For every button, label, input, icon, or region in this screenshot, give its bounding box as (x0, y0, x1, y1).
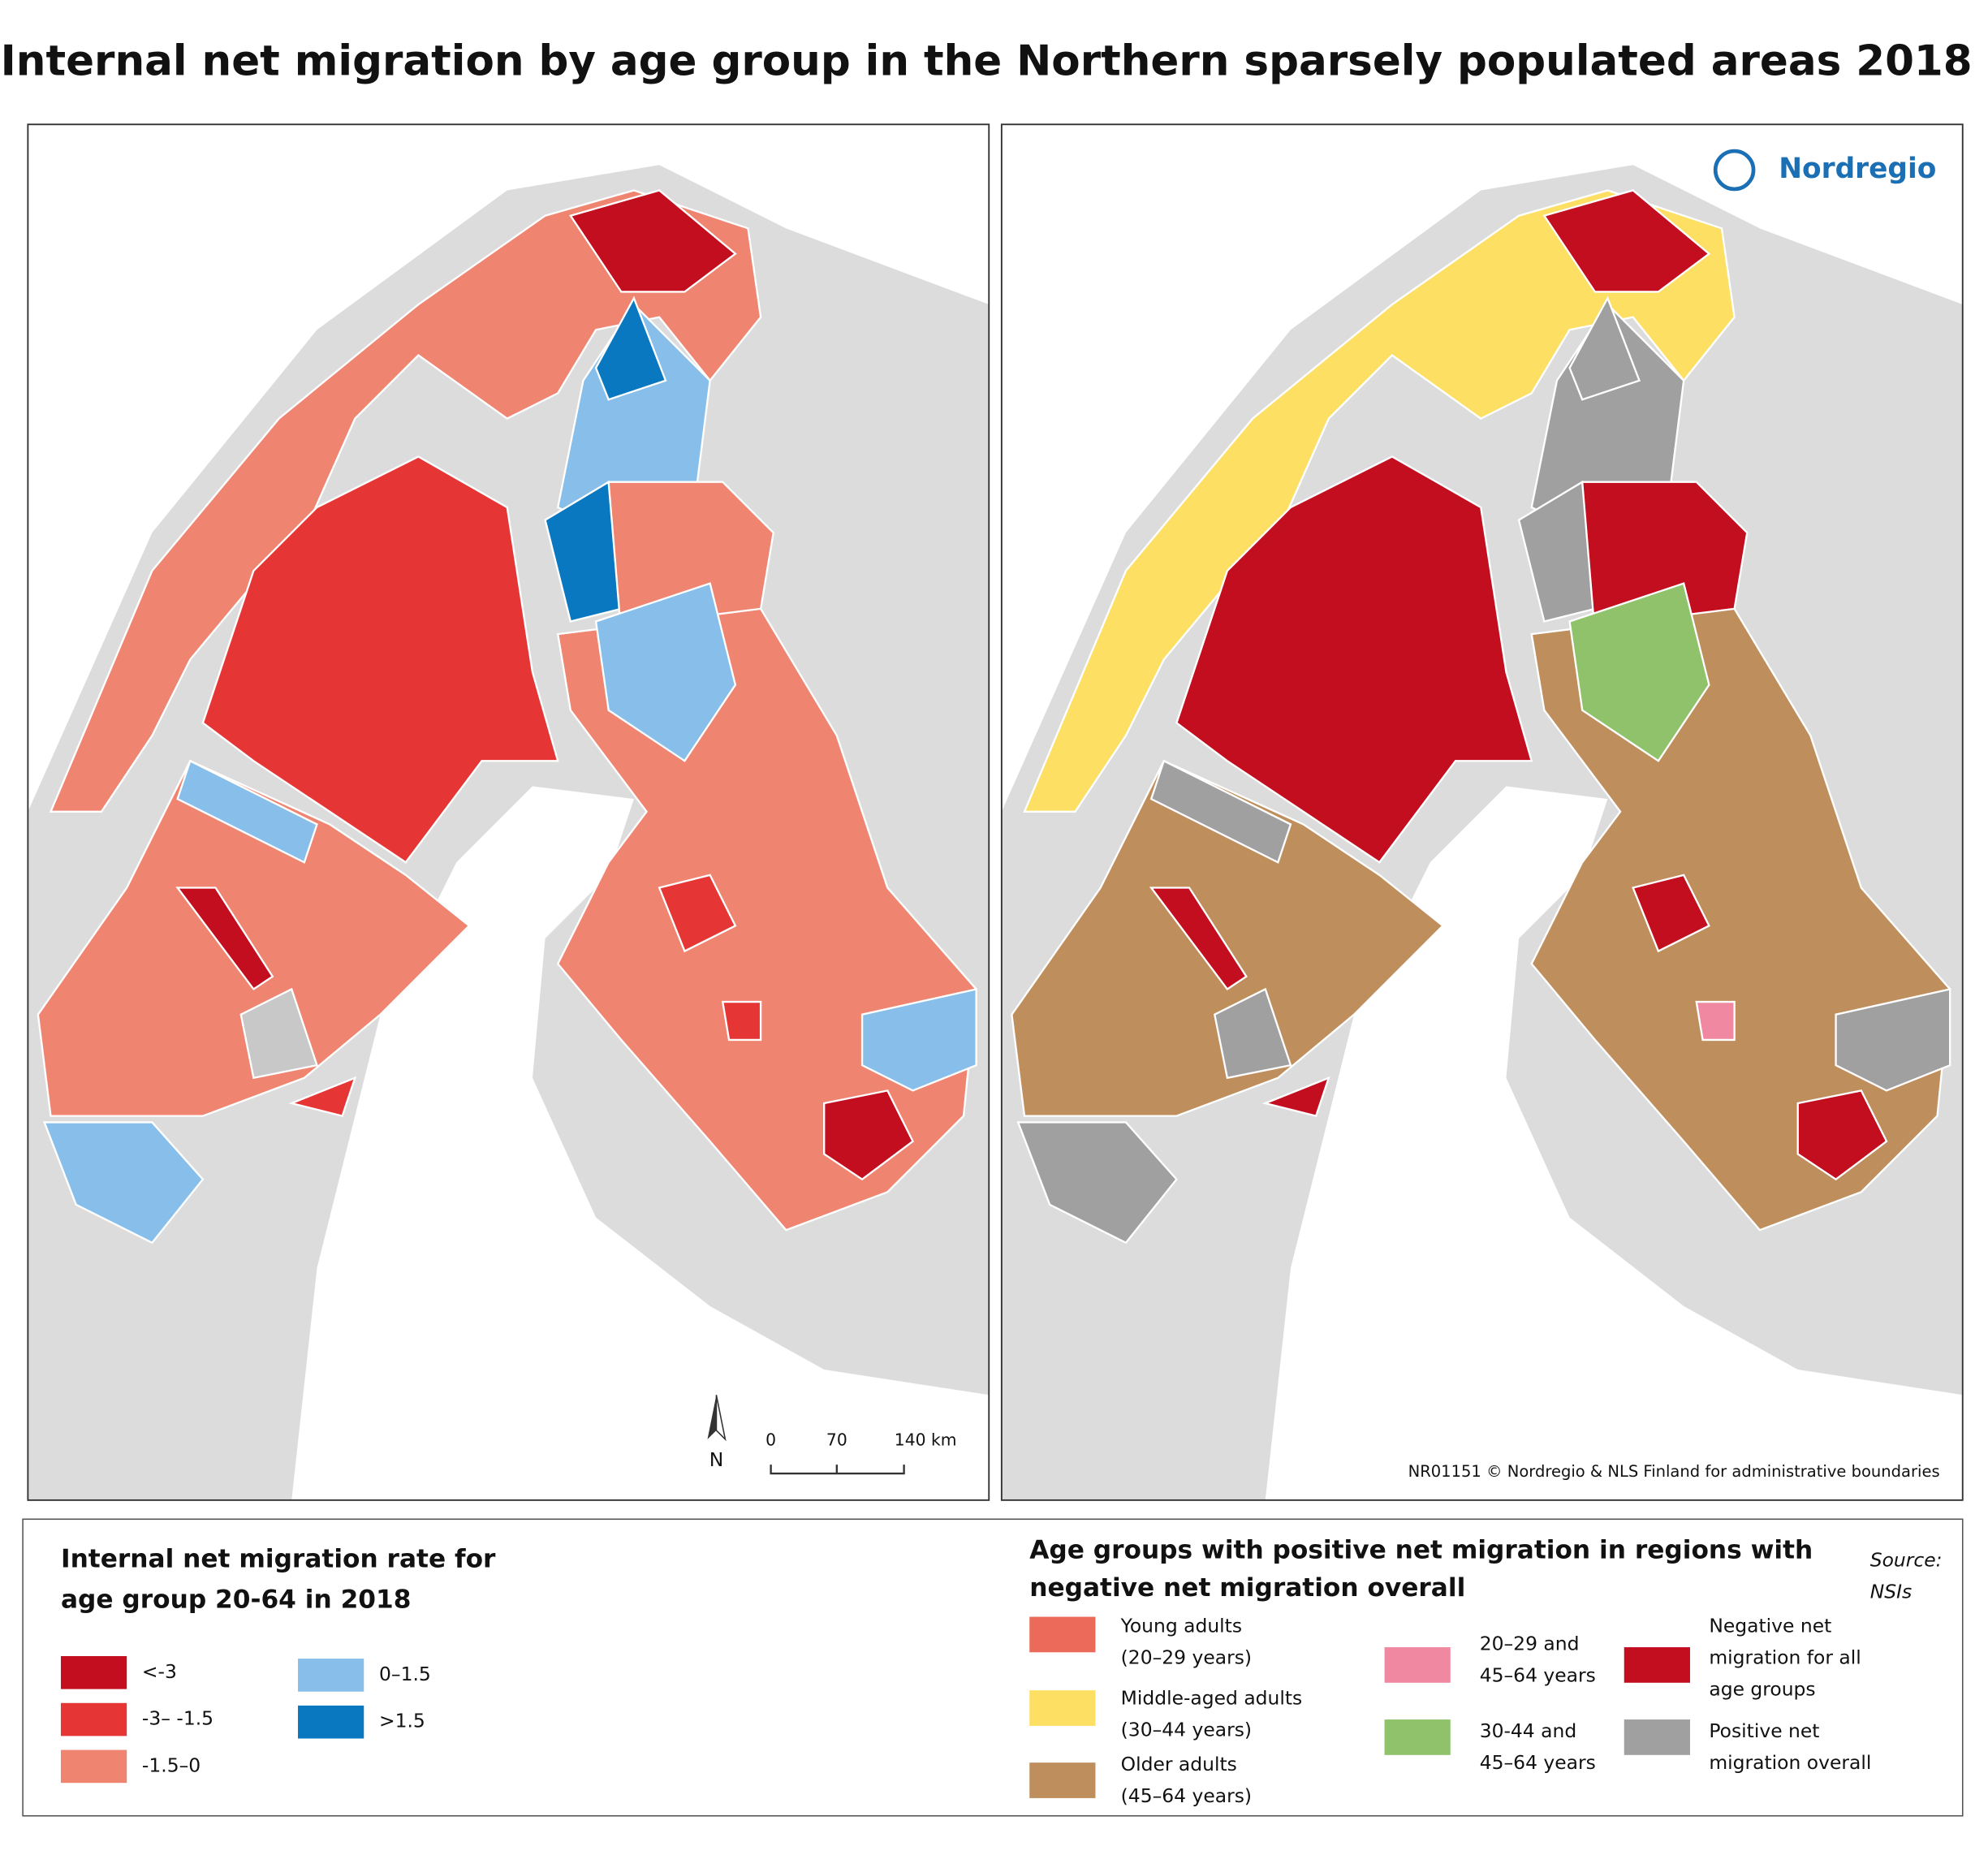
legend-label: Older adults (1121, 1753, 1237, 1775)
legend-swatch (1624, 1719, 1690, 1755)
region (201, 455, 559, 864)
legend-swatch (1029, 1762, 1096, 1798)
region (1530, 607, 1951, 1232)
legend-label: Positive net (1709, 1719, 1819, 1742)
legend-swatch (1384, 1647, 1451, 1683)
legend-label: -1.5–0 (142, 1754, 201, 1776)
region (1213, 987, 1292, 1080)
region (1835, 987, 1951, 1092)
source-value: NSIs (1870, 1580, 1912, 1603)
scale-bar (770, 1465, 905, 1475)
legend-right: Age groups with positive net migration i… (1029, 1535, 1871, 1807)
legend-label: (45–64 years) (1121, 1784, 1252, 1807)
scale-label: 140 km (895, 1430, 957, 1449)
legend-title: age group 20-64 in 2018 (61, 1585, 411, 1614)
legend-title: Internal net migration rate for (61, 1544, 496, 1573)
logo-icon (1713, 149, 1756, 192)
legend-swatch (298, 1705, 364, 1739)
legend-title: negative net migration overall (1029, 1573, 1465, 1603)
map-left (28, 124, 990, 1500)
legend-label: (20–29 years) (1121, 1646, 1252, 1669)
legend-label: migration overall (1709, 1751, 1871, 1774)
region (239, 987, 318, 1080)
legend-swatch (1029, 1690, 1096, 1726)
legend-swatch (60, 1702, 127, 1736)
region (42, 1121, 205, 1245)
sea (28, 124, 990, 812)
region (1011, 759, 1445, 1117)
legend-label: 45–64 years (1480, 1663, 1596, 1686)
map-frame (27, 123, 990, 1501)
legend-label: 20–29 and (1480, 1632, 1580, 1654)
legend-label: Middle-aged adults (1121, 1687, 1303, 1710)
legend-swatch (60, 1655, 127, 1689)
legend-label: migration for all (1709, 1646, 1861, 1669)
legend-label: 30-44 and (1480, 1719, 1577, 1742)
legend-label: -3– -1.5 (142, 1707, 213, 1730)
legend-left: Internal net migration rate for age group… (60, 1544, 496, 1784)
scale-label: 70 (826, 1430, 847, 1449)
legend-label: 45–64 years (1480, 1751, 1596, 1774)
region (1542, 189, 1711, 293)
scale-label: 0 (765, 1430, 776, 1449)
region (288, 1076, 357, 1118)
sea (1001, 124, 1963, 812)
region (1023, 189, 1736, 813)
region (823, 1089, 915, 1181)
sea (1265, 786, 1963, 1500)
region (1149, 887, 1248, 991)
map-frame (1000, 123, 1964, 1501)
page-title: Internal net migration by age group in t… (1, 37, 1973, 85)
map-right (1001, 124, 1963, 1500)
legend-title: Age groups with positive net migration i… (1029, 1535, 1813, 1564)
region (1175, 455, 1533, 864)
region (1695, 1000, 1736, 1042)
region (176, 759, 318, 864)
legend-label: age groups (1709, 1678, 1815, 1701)
sea (291, 786, 990, 1500)
region (49, 189, 762, 813)
region (175, 887, 274, 991)
legend-swatch (1029, 1616, 1096, 1653)
region (721, 1000, 762, 1042)
legend-label: (30–44 years) (1121, 1719, 1252, 1741)
region (1149, 759, 1292, 864)
region (658, 874, 737, 953)
legend-swatch (1624, 1647, 1690, 1683)
legend-label: <-3 (142, 1660, 177, 1683)
legend-swatch (1384, 1719, 1451, 1755)
region (594, 296, 667, 401)
legend-swatch (298, 1659, 364, 1692)
region (568, 189, 737, 293)
region (1261, 1076, 1330, 1118)
legend-label: >1.5 (379, 1710, 425, 1732)
legend-label: 0–1.5 (379, 1663, 431, 1685)
region (1568, 296, 1641, 401)
north-label: N (709, 1448, 724, 1471)
logo: Nordregio (1779, 153, 1936, 185)
region (1796, 1089, 1888, 1181)
legend-label: Negative net (1709, 1615, 1831, 1637)
legend-label: Young adults (1120, 1615, 1242, 1637)
region (594, 582, 737, 762)
region (556, 607, 977, 1232)
region (1016, 1121, 1178, 1245)
legend-swatch (60, 1749, 127, 1784)
map-layer (28, 124, 990, 1500)
credit: NR01151 © Nordregio & NLS Finland for ad… (1408, 1462, 1940, 1481)
region (860, 987, 977, 1092)
source-label: Source: (1870, 1548, 1943, 1571)
region (1632, 874, 1710, 953)
region (1568, 582, 1710, 762)
region (37, 759, 471, 1117)
map-layer (1001, 124, 1963, 1500)
